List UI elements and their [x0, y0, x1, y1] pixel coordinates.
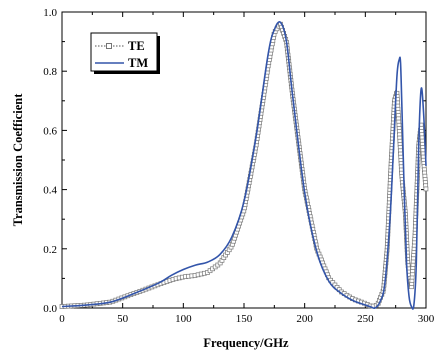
- legend: TE TM: [90, 32, 160, 74]
- y-tick-label: 0.0: [43, 303, 57, 315]
- legend-tm-label: TM: [128, 56, 148, 70]
- y-tick-label: 0.4: [43, 185, 57, 197]
- y-tick-label: 0.6: [43, 125, 57, 137]
- x-tick-label: 250: [357, 313, 374, 325]
- x-axis-title: Frequency/GHz: [203, 336, 289, 350]
- x-tick-label: 50: [117, 313, 129, 325]
- legend-te-label: TE: [128, 39, 145, 53]
- series-layer: [59, 21, 429, 310]
- axis-tick-labels: 0 50 100 150 200 250 300 0.0 0.2 0.4 0.6 0.8 1.0: [43, 7, 435, 325]
- legend-box: [90, 32, 158, 72]
- series-tm-line: [61, 21, 427, 310]
- series-te-marker: [423, 186, 429, 192]
- x-tick-label: 0: [59, 313, 65, 325]
- x-tick-label: 300: [418, 313, 435, 325]
- x-tick-label: 150: [236, 313, 253, 325]
- y-axis-title: Transmission Coefficient: [11, 93, 25, 227]
- y-tick-label: 1.0: [43, 7, 57, 19]
- y-tick-label: 0.8: [43, 66, 57, 78]
- legend-te-marker: [106, 43, 112, 49]
- y-tick-label: 0.2: [43, 244, 57, 256]
- x-tick-label: 200: [296, 313, 313, 325]
- x-tick-label: 100: [175, 313, 192, 325]
